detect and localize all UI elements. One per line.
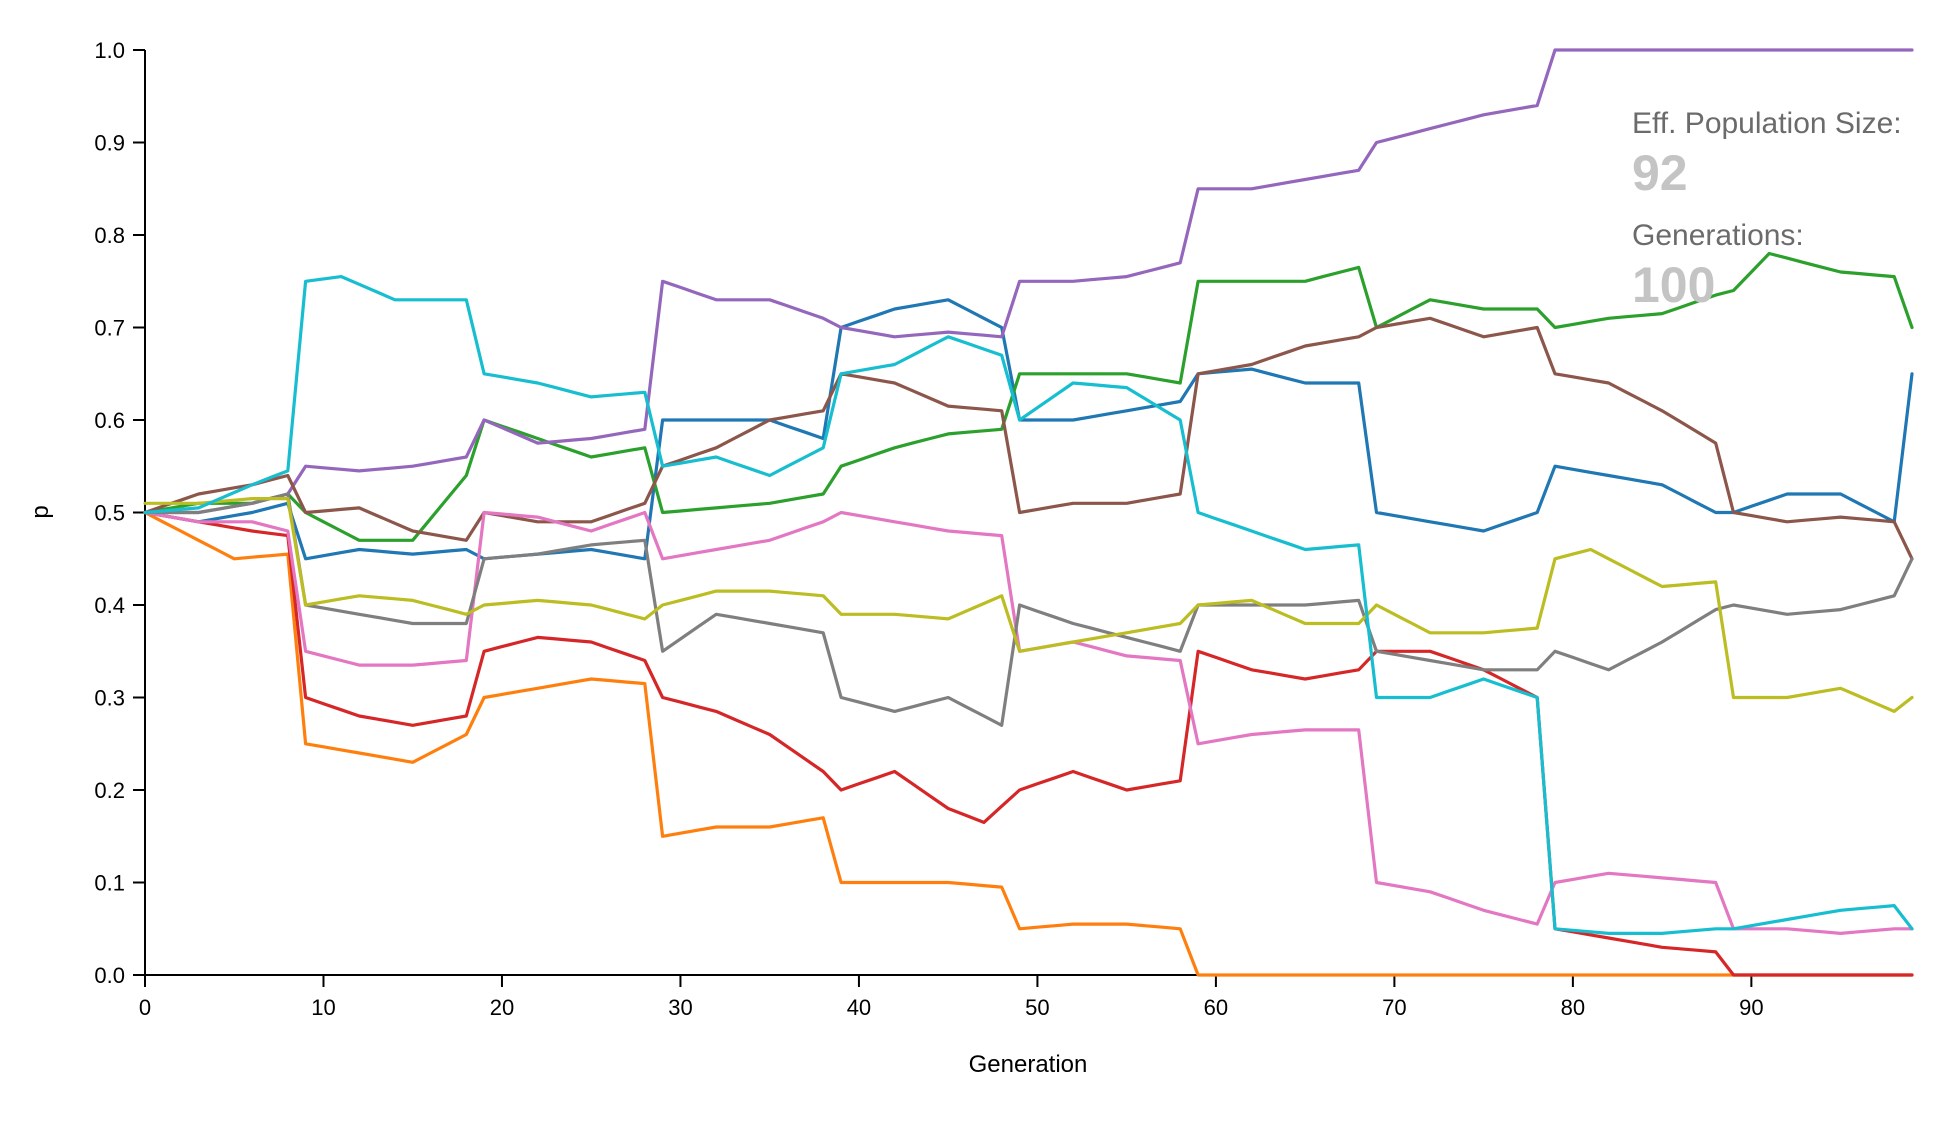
x-axis-title: Generation xyxy=(969,1051,1088,1078)
y-tick-label: 0.1 xyxy=(94,871,125,896)
x-tick-label: 20 xyxy=(490,995,514,1020)
x-tick-label: 70 xyxy=(1382,995,1406,1020)
y-tick-label: 0.7 xyxy=(94,316,125,341)
y-tick-label: 1.0 xyxy=(94,38,125,63)
y-tick-label: 0.6 xyxy=(94,408,125,433)
series-line-3 xyxy=(143,251,1914,542)
y-tick-label: 0.8 xyxy=(94,223,125,248)
population-size-label: Eff. Population Size: xyxy=(1632,107,1902,140)
info-panel: Eff. Population Size: 92 Generations: 10… xyxy=(1632,107,1902,313)
series-line-2 xyxy=(143,510,1914,977)
x-tick-label: 50 xyxy=(1025,995,1049,1020)
x-tick-label: 40 xyxy=(847,995,871,1020)
series-line-7 xyxy=(143,510,1914,935)
y-axis-title: p xyxy=(27,505,54,518)
y-tick-label: 0.4 xyxy=(94,593,125,618)
y-tick-label: 0.2 xyxy=(94,778,125,803)
y-tick-label: 0.9 xyxy=(94,131,125,156)
series-line-5 xyxy=(143,48,1914,515)
series-line-4 xyxy=(143,510,1914,977)
series-line-8 xyxy=(143,492,1914,727)
series-lines xyxy=(143,48,1914,977)
x-tick-label: 80 xyxy=(1561,995,1585,1020)
axes: 0.0 0.1 0.2 0.3 0.4 0.5 0.6 0.7 0.8 0.9 1.0 0 10 20 30… xyxy=(94,38,1912,1020)
series-line-1 xyxy=(143,298,1914,561)
series-line-6 xyxy=(143,316,1914,561)
y-tick-label: 0.5 xyxy=(94,501,125,526)
x-tick-label: 30 xyxy=(668,995,692,1020)
series-line-9 xyxy=(143,497,1914,713)
x-tick-label: 10 xyxy=(311,995,335,1020)
series-line-10 xyxy=(143,275,1914,935)
y-tick-label: 0.0 xyxy=(94,963,125,988)
x-tick-label: 90 xyxy=(1739,995,1763,1020)
x-tick-label: 60 xyxy=(1204,995,1228,1020)
y-tick-label: 0.3 xyxy=(94,686,125,711)
x-tick-label: 0 xyxy=(139,995,151,1020)
generations-value: 100 xyxy=(1632,257,1715,313)
population-size-value: 92 xyxy=(1632,145,1688,201)
generations-label: Generations: xyxy=(1632,219,1804,252)
